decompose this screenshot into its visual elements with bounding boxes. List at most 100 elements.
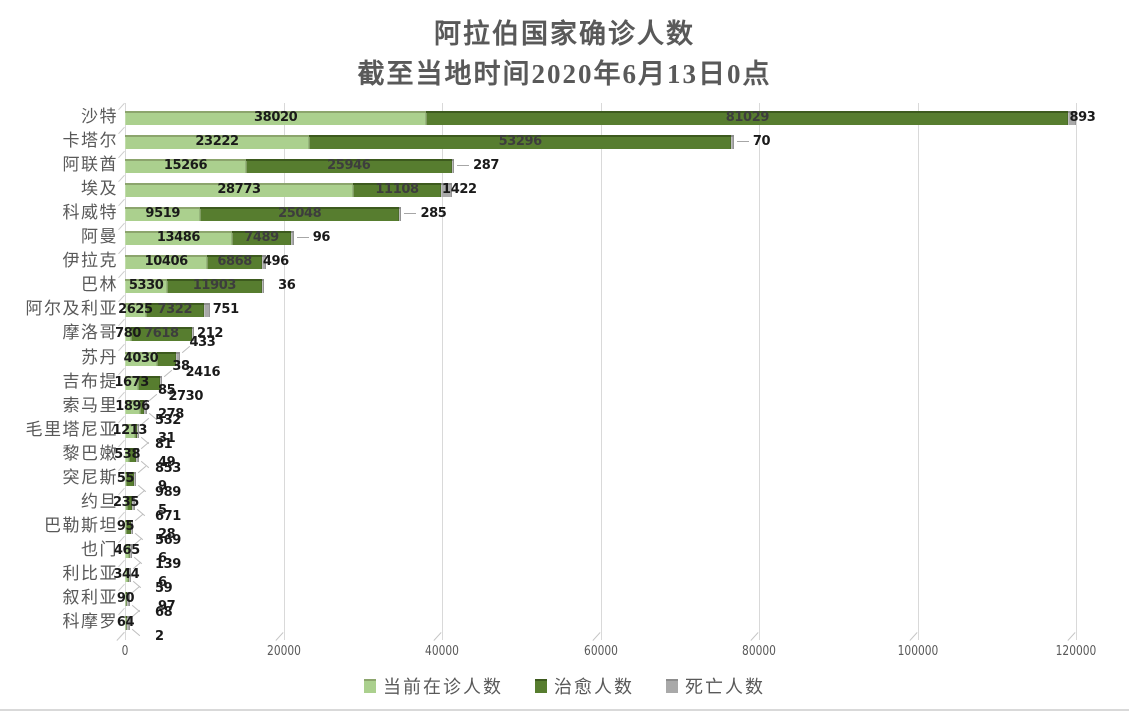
axis-tick-icon [750,632,759,641]
segment-cured [126,519,131,534]
bar-label-active: 9519 [145,206,181,222]
bar-row: 538 853 31 [114,431,1076,476]
bar-row: 235 671 9 [113,479,1076,524]
bar-label-dead: 433 [189,334,216,350]
category-tick-icon [118,247,125,255]
legend-swatch-dead-icon [666,679,678,693]
axis-tick-icon [908,632,918,641]
segment-cured [309,135,732,150]
bar-label-active: 2625 [118,302,153,318]
legend-swatch-active-icon [364,679,376,693]
category-label: 也门 [81,539,118,559]
bar-label-active: 38020 [254,110,298,125]
bar-label-dead: 6 [158,550,167,566]
bar-row: 13486 7489 96 [125,230,1076,246]
bar-row: 2625 7322 751 [118,302,1076,318]
gridline [125,103,126,640]
bar-label-cured: 671 [155,508,181,524]
axis-tick-icon [1067,632,1076,641]
bar-label-dead: 49 [158,454,176,470]
value-axis: 0 20000 40000 60000 80000 100000 120000 [0,644,1129,662]
leader-line-icon [181,345,190,353]
bar-label-active: 465 [113,542,140,558]
bar-label-dead: 751 [212,302,239,318]
bar-label-cured: 2730 [168,388,203,404]
segment-dead [261,279,265,294]
category-label: 摩洛哥 [62,323,118,343]
bar-label-cured: 97 [158,599,176,615]
leader-line-icon [134,513,144,521]
bar-label-active: 538 [114,446,141,462]
category-label: 伊拉克 [62,251,118,271]
segment-dead [731,135,734,150]
axis-tick-icon [591,632,601,641]
bar-label-active: 28773 [217,182,261,198]
legend: 当前在诊人数 治愈人数 死亡人数 [0,673,1129,699]
plot-area: 38020 81029 893 23222 53296 70 15266 25946 287 28… [113,102,1096,644]
bar-row: 90 68 6 [117,575,1076,620]
bar-label-cured: 532 [155,412,181,428]
category-label: 索马里 [62,395,118,415]
category-label: 黎巴嫩 [62,443,118,463]
category-label: 埃及 [81,179,118,199]
category-label: 巴林 [81,275,118,295]
bar-label-cured: 7322 [157,302,193,318]
segment-cured [131,327,192,342]
bar-row: 5330 11903 36 [125,278,1076,294]
segment-dead [261,255,266,270]
segment-dead [127,592,130,606]
bar-label-cured: 7618 [144,326,179,342]
segment-active [125,231,232,246]
segment-cured [129,447,136,462]
bar-label-cured: 11903 [192,278,237,294]
bar-row: 9519 25048 285 [125,206,1076,222]
segment-active [125,543,129,558]
segment-cured [134,423,137,438]
category-label: 科威特 [62,203,118,223]
segment-dead [127,616,130,631]
legend-swatch-cured-icon [535,679,547,693]
gridline [283,103,285,640]
segment-dead [144,399,147,414]
bar-row: 4030 2416 433 [124,335,1076,380]
bar-label-active: 64 [116,615,135,631]
segment-cured [140,399,145,414]
bar-label-dead: 212 [197,326,223,342]
segment-dead [176,351,180,366]
leader-line-icon [404,213,417,215]
bar-row: 1673 2730 38 [114,359,1076,404]
bar-label-dead: 139 [155,556,181,572]
category-tick-icon [118,102,125,111]
segment-active [125,592,126,606]
segment-active [125,351,157,366]
category-label: 卡塔尔 [62,131,118,151]
bottom-divider [0,709,1129,711]
segment-cured [207,255,262,270]
bar-label-cured: 53296 [498,134,543,150]
legend-item-active: 当前在诊人数 [364,673,503,699]
gridline [759,103,760,640]
segment-active [125,303,146,318]
segment-active [125,279,168,294]
segment-active [125,495,127,510]
bar-label-active: 23222 [195,134,239,150]
bar-label-active: 5330 [128,278,164,294]
bar-row: 465 28 139 [114,527,1076,572]
bar-label-dead: 287 [473,158,500,174]
segment-active [125,567,128,582]
legend-label: 治愈人数 [554,677,634,697]
bar-label-active: 235 [112,494,139,510]
bar-label-dead: 893 [1069,110,1096,125]
bar-label-cured: 59 [155,580,173,596]
category-label: 约旦 [81,491,118,511]
legend-item-cured: 治愈人数 [535,673,634,699]
segment-active [125,255,208,270]
x-axis-tick-label: 0 [121,644,129,659]
segment-dead [133,471,137,486]
bar-label-dead: 36 [278,278,296,294]
leader-line-icon [140,441,149,449]
axis-tick-icon [433,632,442,641]
segment-cured [126,471,134,486]
bar-label-cured: 68 [155,605,173,620]
